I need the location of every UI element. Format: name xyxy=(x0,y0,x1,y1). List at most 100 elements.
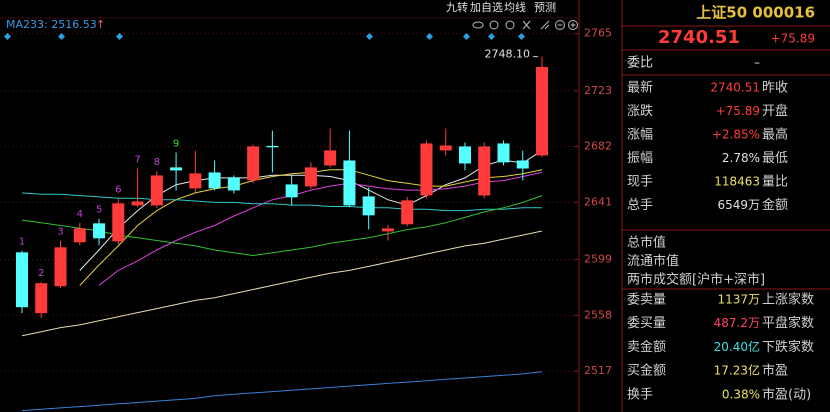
y-tick-label: 2558 xyxy=(584,308,612,321)
panel-change: +75.89 xyxy=(771,32,815,46)
toolbar-button[interactable]: 预测 xyxy=(534,1,556,14)
toolbar-button[interactable]: 均线 xyxy=(504,0,526,14)
row-value: 6549万 xyxy=(717,198,760,212)
row-value: +75.89 xyxy=(716,104,760,118)
candle-body xyxy=(54,247,67,287)
signal-marker xyxy=(517,32,526,41)
row-extra: 上涨家数 xyxy=(762,292,814,308)
row-label: 换手 xyxy=(627,387,653,402)
row-extra: 最高 xyxy=(762,127,788,143)
row-value: 487.2万 xyxy=(714,316,760,330)
candle-body xyxy=(93,223,106,239)
candle-body xyxy=(497,143,510,163)
row-value: 17.23亿 xyxy=(714,363,760,378)
row-label: 总手 xyxy=(627,198,653,213)
row-extra: 开盘 xyxy=(762,103,788,119)
row-label: 现手 xyxy=(627,175,653,190)
row-extra: 昨收 xyxy=(762,81,788,96)
toolbar-button[interactable]: 九转 xyxy=(446,0,468,14)
candle-body xyxy=(536,66,549,156)
ma-line xyxy=(21,195,543,257)
row-value: 2740.51 xyxy=(710,81,760,95)
row-value: 2.78% xyxy=(722,151,760,165)
candle-body xyxy=(170,167,183,171)
candle-body xyxy=(304,167,317,187)
y-tick-label: 2641 xyxy=(584,195,612,208)
market-label: 两市成交额[沪市+深市] xyxy=(627,272,765,288)
icon-zoom-out[interactable] xyxy=(555,20,565,30)
row-extra: 市盈(动) xyxy=(762,386,811,402)
count-label: 5 xyxy=(96,205,102,216)
toolbar-button[interactable]: 加自选 xyxy=(470,1,503,14)
signal-marker xyxy=(425,32,434,41)
row-label: 涨幅 xyxy=(627,128,653,143)
candle-body xyxy=(35,283,48,314)
icon-hide[interactable] xyxy=(505,20,515,30)
row-label: 买金额 xyxy=(627,363,666,379)
candle-body xyxy=(112,203,125,242)
row-value: 118463 xyxy=(714,175,760,189)
candle-body xyxy=(73,228,86,243)
ma-line xyxy=(21,230,543,337)
toolbar-icons xyxy=(472,20,578,30)
market-label: 总市值 xyxy=(627,235,666,251)
row-label: 委买量 xyxy=(627,316,666,331)
icon-close[interactable] xyxy=(522,20,531,30)
candle-body xyxy=(150,175,163,206)
candle-body xyxy=(266,145,279,148)
row-label: 涨跌 xyxy=(627,103,653,119)
icon-zoom-in[interactable] xyxy=(568,20,578,30)
candle-body xyxy=(381,228,394,232)
panel-price: 2740.51 xyxy=(658,27,740,48)
candle-body xyxy=(401,200,414,225)
count-label: 7 xyxy=(134,154,140,165)
candle-body xyxy=(324,150,337,166)
row-value: +2.85% xyxy=(712,128,760,142)
candle-body xyxy=(478,146,491,196)
panel-title: 上证50 000016 xyxy=(696,4,815,22)
signal-marker xyxy=(487,32,496,41)
row-label: 振幅 xyxy=(627,151,653,166)
weibi-value: – xyxy=(754,56,760,70)
row-label: 最新 xyxy=(627,80,653,96)
row-extra: 最低 xyxy=(762,151,788,166)
y-tick-label: 2517 xyxy=(584,364,612,377)
row-extra: 金额 xyxy=(762,197,788,213)
candle-body xyxy=(247,146,260,181)
y-tick-label: 2765 xyxy=(584,27,612,40)
weibi-label: 委比 xyxy=(627,56,653,71)
row-value: 20.40亿 xyxy=(714,339,760,354)
count-label: 3 xyxy=(57,227,63,238)
row-value: 0.38% xyxy=(722,387,760,401)
row-extra: 平盘家数 xyxy=(762,315,814,331)
candle-body xyxy=(516,160,529,169)
row-extra: 下跌家数 xyxy=(762,339,814,355)
ma-line xyxy=(21,371,543,412)
count-label: 6 xyxy=(115,184,121,195)
icon-settings[interactable] xyxy=(489,20,499,30)
count-label: 4 xyxy=(77,209,83,220)
candle-body xyxy=(439,145,452,151)
candle-body xyxy=(420,143,433,196)
candle-body xyxy=(227,177,240,191)
row-label: 卖金额 xyxy=(627,339,666,355)
candle-body xyxy=(285,184,298,198)
candle-body xyxy=(343,160,356,206)
icon-edit[interactable] xyxy=(540,20,550,30)
count-label: 2 xyxy=(38,268,44,279)
y-tick-label: 2682 xyxy=(584,140,612,153)
candle-body xyxy=(208,172,221,189)
ma-arrow: ↑ xyxy=(96,18,105,31)
icon-eye[interactable] xyxy=(472,21,484,29)
ma-label: MA233: 2516.53 xyxy=(6,18,97,31)
icon-zoom-in-plus xyxy=(570,22,576,28)
candle-body xyxy=(362,196,375,216)
candle-body xyxy=(189,173,202,189)
count-label: 9 xyxy=(173,138,179,149)
y-tick-label: 2599 xyxy=(584,253,612,266)
row-value: 1137万 xyxy=(717,293,760,307)
count-label: 8 xyxy=(154,157,160,168)
candle-body xyxy=(131,201,144,206)
